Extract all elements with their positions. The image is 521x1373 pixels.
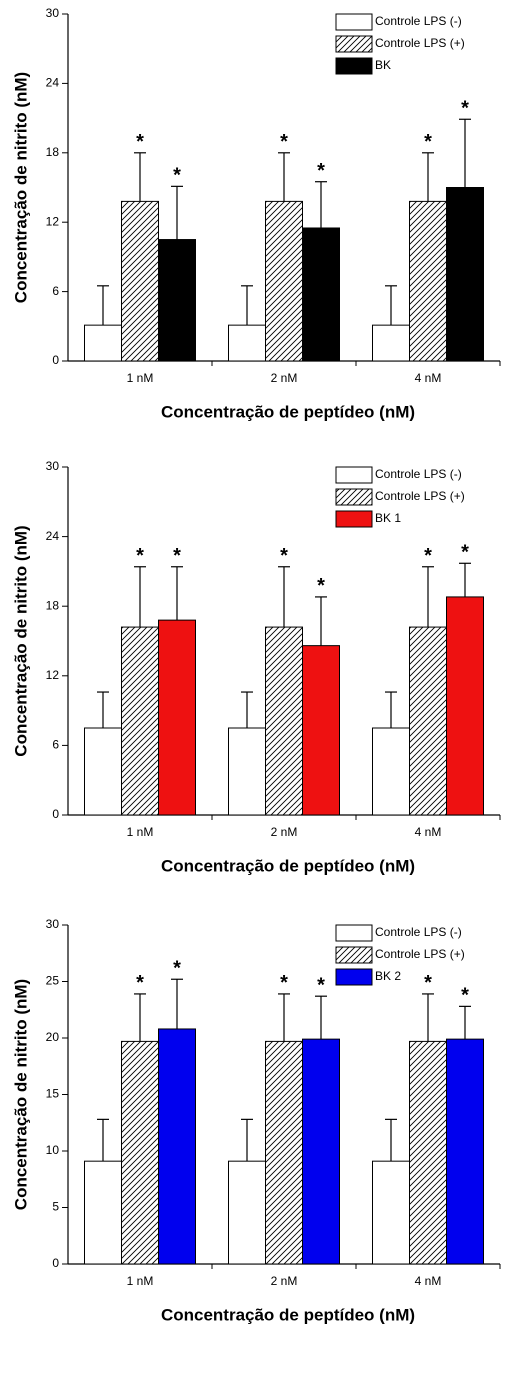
bar bbox=[228, 1160, 266, 1265]
bar bbox=[84, 1160, 122, 1265]
x-tick-label: 2 nM bbox=[271, 825, 298, 839]
legend-swatch bbox=[335, 35, 373, 53]
x-axis-title: Concentração de peptídeo (nM) bbox=[161, 1305, 415, 1324]
legend-label: Controle LPS (+) bbox=[375, 489, 465, 503]
y-axis-title: Concentração de nitrito (nM) bbox=[11, 525, 30, 756]
x-tick-label: 2 nM bbox=[271, 371, 298, 385]
significance-marker: * bbox=[317, 575, 325, 597]
significance-marker: * bbox=[424, 972, 432, 994]
y-tick-label: 20 bbox=[46, 1030, 60, 1044]
significance-marker: * bbox=[461, 98, 469, 120]
x-tick-label: 4 nM bbox=[415, 371, 442, 385]
significance-marker: * bbox=[136, 972, 144, 994]
y-tick-label: 6 bbox=[52, 738, 59, 752]
y-tick-label: 24 bbox=[46, 76, 60, 90]
legend-label: BK 1 bbox=[375, 511, 401, 525]
significance-marker: * bbox=[461, 542, 469, 564]
legend-swatch bbox=[335, 968, 373, 986]
bar bbox=[84, 727, 122, 816]
significance-marker: * bbox=[280, 972, 288, 994]
y-tick-label: 0 bbox=[52, 353, 59, 367]
x-tick-label: 1 nM bbox=[127, 1274, 154, 1288]
y-axis-title: Concentração de nitrito (nM) bbox=[11, 72, 30, 303]
bar bbox=[372, 727, 410, 816]
y-tick-label: 12 bbox=[46, 214, 60, 228]
legend-swatch bbox=[335, 488, 373, 506]
y-tick-label: 30 bbox=[46, 459, 60, 473]
significance-marker: * bbox=[136, 131, 144, 153]
bar bbox=[265, 626, 303, 816]
significance-marker: * bbox=[280, 131, 288, 153]
y-tick-label: 10 bbox=[46, 1143, 60, 1157]
y-tick-label: 15 bbox=[46, 1087, 60, 1101]
bar bbox=[372, 324, 410, 362]
bar bbox=[302, 1038, 340, 1265]
y-tick-label: 0 bbox=[52, 807, 59, 821]
y-tick-label: 18 bbox=[46, 145, 60, 159]
legend-swatch bbox=[335, 510, 373, 528]
significance-marker: * bbox=[173, 958, 181, 980]
bar bbox=[228, 727, 266, 816]
legend-label: BK bbox=[375, 58, 391, 72]
legend-swatch bbox=[335, 466, 373, 484]
bar bbox=[409, 626, 447, 816]
y-tick-label: 5 bbox=[52, 1200, 59, 1214]
x-axis-title: Concentração de peptídeo (nM) bbox=[161, 856, 415, 875]
significance-marker: * bbox=[280, 545, 288, 567]
bar bbox=[84, 324, 122, 362]
x-tick-label: 4 nM bbox=[415, 825, 442, 839]
bar bbox=[158, 239, 196, 362]
bar bbox=[265, 1040, 303, 1265]
legend-label: BK 2 bbox=[375, 969, 401, 983]
significance-marker: * bbox=[173, 165, 181, 187]
x-tick-label: 2 nM bbox=[271, 1274, 298, 1288]
y-tick-label: 0 bbox=[52, 1256, 59, 1270]
legend-label: Controle LPS (+) bbox=[375, 36, 465, 50]
bar bbox=[158, 1028, 196, 1265]
x-tick-label: 4 nM bbox=[415, 1274, 442, 1288]
significance-marker: * bbox=[317, 974, 325, 996]
y-axis-title: Concentração de nitrito (nM) bbox=[11, 979, 30, 1210]
y-tick-label: 30 bbox=[46, 917, 60, 931]
bar bbox=[265, 200, 303, 362]
y-tick-label: 25 bbox=[46, 974, 60, 988]
legend-label: Controle LPS (-) bbox=[375, 14, 462, 28]
bar bbox=[446, 187, 484, 362]
y-tick-label: 12 bbox=[46, 668, 60, 682]
bar bbox=[228, 324, 266, 362]
legend-swatch bbox=[335, 946, 373, 964]
legend-swatch bbox=[335, 57, 373, 75]
y-tick-label: 18 bbox=[46, 598, 60, 612]
bar bbox=[121, 626, 159, 816]
bar bbox=[446, 596, 484, 816]
significance-marker: * bbox=[173, 545, 181, 567]
legend-label: Controle LPS (-) bbox=[375, 925, 462, 939]
x-tick-label: 1 nM bbox=[127, 371, 154, 385]
legend-swatch bbox=[335, 13, 373, 31]
x-tick-label: 1 nM bbox=[127, 825, 154, 839]
legend-swatch bbox=[335, 924, 373, 942]
significance-marker: * bbox=[317, 160, 325, 182]
bar bbox=[372, 1160, 410, 1265]
bar bbox=[121, 1040, 159, 1265]
bar bbox=[302, 227, 340, 362]
significance-marker: * bbox=[424, 131, 432, 153]
y-tick-label: 6 bbox=[52, 284, 59, 298]
bar bbox=[121, 200, 159, 362]
x-axis-title: Concentração de peptídeo (nM) bbox=[161, 402, 415, 421]
legend-label: Controle LPS (-) bbox=[375, 467, 462, 481]
significance-marker: * bbox=[461, 985, 469, 1007]
y-tick-label: 30 bbox=[46, 6, 60, 20]
y-tick-label: 24 bbox=[46, 529, 60, 543]
bar bbox=[158, 619, 196, 816]
significance-marker: * bbox=[136, 545, 144, 567]
bar bbox=[409, 1040, 447, 1265]
bar bbox=[302, 645, 340, 816]
significance-marker: * bbox=[424, 545, 432, 567]
bar bbox=[409, 200, 447, 362]
bar bbox=[446, 1038, 484, 1265]
legend-label: Controle LPS (+) bbox=[375, 947, 465, 961]
